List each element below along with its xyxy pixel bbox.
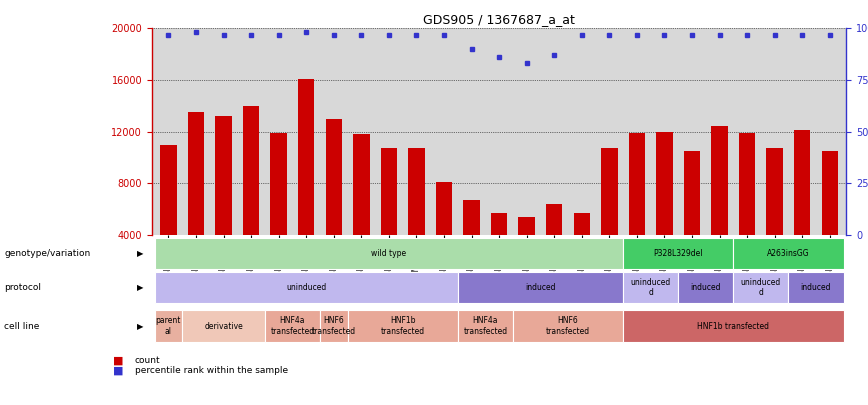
Bar	[574, 213, 590, 287]
Text: HNF4a
transfected: HNF4a transfected	[464, 316, 508, 336]
Bar	[161, 145, 177, 287]
Bar	[326, 119, 342, 287]
Text: HNF4a
transfected: HNF4a transfected	[270, 316, 314, 336]
Text: genotype/variation: genotype/variation	[4, 249, 90, 258]
Text: ▶: ▶	[137, 322, 143, 330]
Bar	[513, 311, 623, 341]
Text: count: count	[135, 356, 161, 365]
Text: ■: ■	[113, 366, 123, 375]
Bar	[684, 151, 700, 287]
Text: induced: induced	[525, 283, 556, 292]
Bar	[436, 182, 452, 287]
Bar	[628, 133, 645, 287]
Text: wild type: wild type	[372, 249, 406, 258]
Bar	[733, 238, 844, 269]
Bar	[464, 200, 480, 287]
Title: GDS905 / 1367687_a_at: GDS905 / 1367687_a_at	[424, 13, 575, 26]
Bar	[821, 151, 838, 287]
Bar	[380, 148, 398, 287]
Bar	[320, 311, 347, 341]
Text: HNF6
transfected: HNF6 transfected	[546, 316, 590, 336]
Text: uninduced: uninduced	[286, 283, 326, 292]
Bar	[546, 204, 562, 287]
Text: HNF1b transfected: HNF1b transfected	[697, 322, 769, 330]
Text: ■: ■	[113, 356, 123, 365]
Bar	[187, 112, 204, 287]
Bar	[347, 311, 457, 341]
Bar	[766, 148, 783, 287]
Bar	[733, 272, 788, 303]
Bar	[739, 133, 755, 287]
Text: HNF1b
transfected: HNF1b transfected	[380, 316, 424, 336]
Text: induced: induced	[691, 283, 721, 292]
Text: parent
al: parent al	[155, 316, 181, 336]
Text: ▶: ▶	[137, 249, 143, 258]
Text: cell line: cell line	[4, 322, 40, 330]
Bar	[656, 132, 673, 287]
Bar	[788, 272, 844, 303]
Bar	[353, 134, 370, 287]
Text: protocol: protocol	[4, 283, 42, 292]
Bar	[623, 272, 678, 303]
Bar	[794, 130, 811, 287]
Text: induced: induced	[801, 283, 832, 292]
Text: HNF6
transfected: HNF6 transfected	[312, 316, 356, 336]
Text: P328L329del: P328L329del	[654, 249, 703, 258]
Bar	[155, 272, 457, 303]
Bar	[271, 133, 287, 287]
Bar	[601, 148, 618, 287]
Bar	[457, 272, 623, 303]
Bar	[155, 238, 623, 269]
Text: percentile rank within the sample: percentile rank within the sample	[135, 366, 287, 375]
Text: derivative: derivative	[204, 322, 243, 330]
Bar	[678, 272, 733, 303]
Bar	[623, 238, 733, 269]
Text: ▶: ▶	[137, 283, 143, 292]
Bar	[711, 126, 727, 287]
Bar	[182, 311, 265, 341]
Bar	[265, 311, 320, 341]
Bar	[623, 311, 844, 341]
Bar	[298, 79, 314, 287]
Text: uninduced
d: uninduced d	[630, 278, 671, 297]
Bar	[155, 311, 182, 341]
Bar	[518, 217, 535, 287]
Bar	[408, 148, 424, 287]
Text: uninduced
d: uninduced d	[740, 278, 781, 297]
Bar	[243, 106, 260, 287]
Bar	[457, 311, 513, 341]
Bar	[215, 116, 232, 287]
Text: A263insGG: A263insGG	[767, 249, 810, 258]
Bar	[490, 213, 508, 287]
